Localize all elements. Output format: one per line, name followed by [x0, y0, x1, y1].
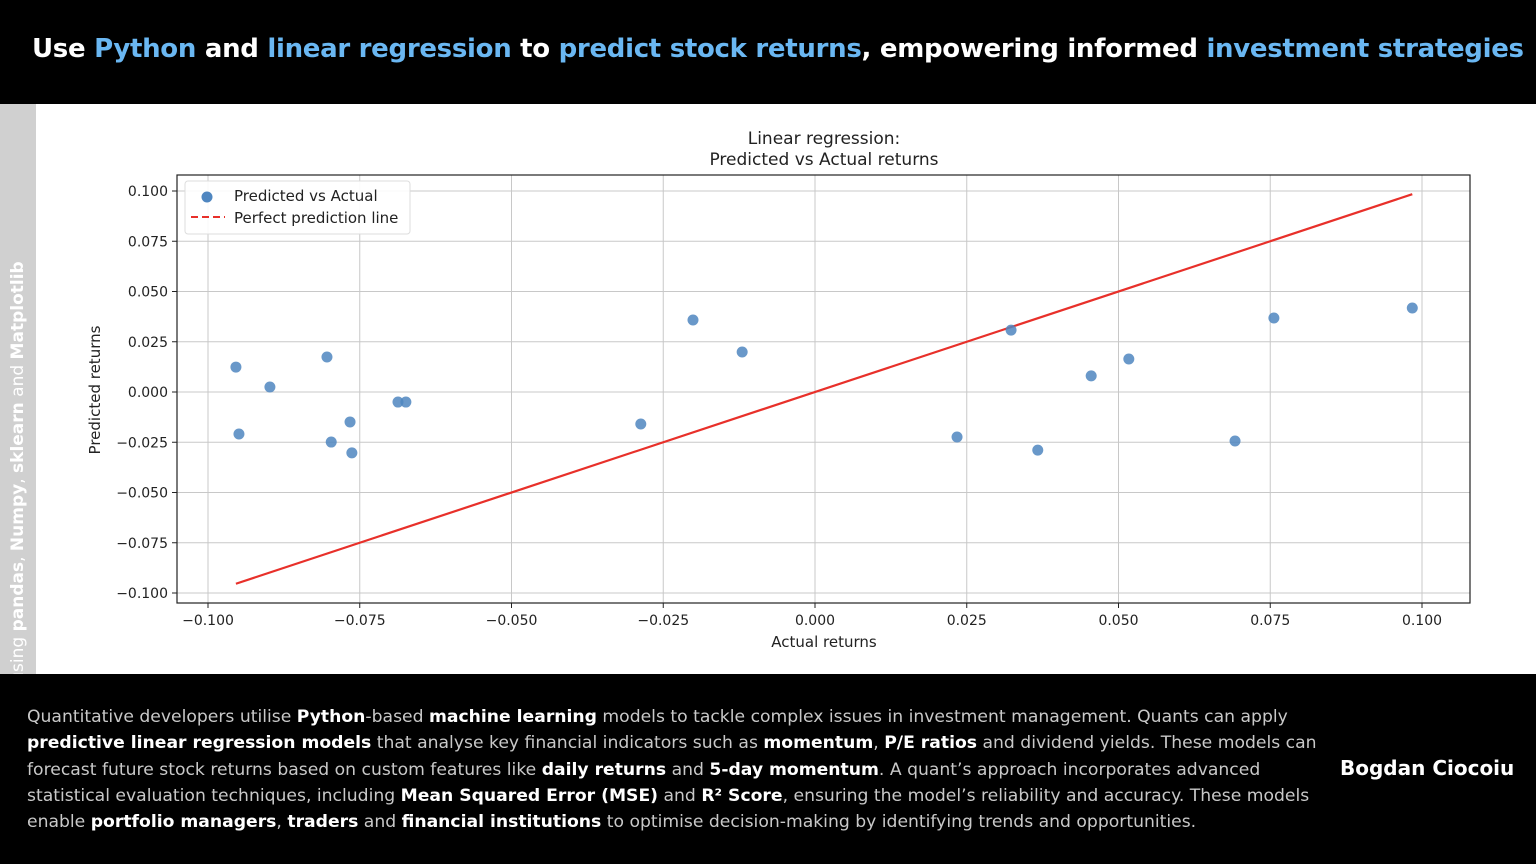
- data-point: [736, 346, 748, 358]
- data-point: [635, 418, 647, 430]
- data-point: [951, 431, 963, 443]
- footer-segment: to optimise decision-making by identifyi…: [601, 812, 1197, 833]
- footer-segment: . A quant’s approach incorporates advanc…: [27, 759, 1261, 806]
- footer-segment: and: [358, 812, 402, 833]
- header-segment: investment strategies: [1206, 34, 1524, 64]
- data-point: [325, 436, 337, 448]
- headline: Use Python and linear regression to pred…: [32, 34, 1524, 64]
- data-point: [687, 314, 699, 326]
- sidebar-segment: pandas: [8, 561, 28, 632]
- y-tick-label: 0.050: [128, 285, 168, 301]
- footer-segment: machine learning: [428, 707, 597, 727]
- sidebar-segment: Matplotlib: [8, 261, 28, 360]
- footer-segment: financial institutions: [401, 812, 602, 833]
- header-segment: , empowering informed: [861, 34, 1207, 64]
- x-axis-label: Actual returns: [771, 633, 877, 651]
- y-tick-label: 0.000: [128, 385, 168, 401]
- y-tick-label: −0.025: [116, 435, 168, 451]
- y-tick-label: 0.100: [128, 184, 168, 200]
- data-point: [1085, 370, 1097, 382]
- footer-bar: [0, 674, 1536, 864]
- description-paragraph: Quantitative developers utilise Python-b…: [27, 704, 1317, 835]
- sidebar-segment: ,: [8, 472, 28, 484]
- footer-segment: -based: [365, 707, 429, 727]
- y-tick-label: −0.100: [116, 586, 168, 602]
- footer-segment: ,: [276, 812, 288, 833]
- chart-title-line-2: Predicted vs Actual returns: [709, 150, 938, 170]
- header-segment: and: [196, 34, 268, 64]
- data-point: [1005, 324, 1017, 336]
- footer-segment: , ensuring the model’s reliability and a…: [27, 785, 1310, 833]
- y-tick-label: −0.050: [116, 486, 168, 502]
- x-tick-label: 0.025: [947, 613, 987, 629]
- data-point: [1123, 353, 1135, 365]
- data-point: [233, 428, 245, 440]
- footer-segment: and dividend yields. These models can fo…: [27, 733, 1317, 780]
- footer-segment: Python: [296, 707, 366, 727]
- sidebar-segment: ,: [8, 551, 28, 562]
- header-segment: to: [511, 34, 559, 64]
- author-name: Bogdan Ciocoiu: [1340, 756, 1515, 780]
- footer-segment: 5-day momentum: [709, 759, 879, 780]
- sidebar-strip: Built using pandas, Numpy, sklearn and M…: [0, 104, 36, 727]
- legend-marker-scatter: [201, 191, 213, 203]
- footer-segment: momentum: [763, 733, 874, 754]
- sidebar-segment: Numpy: [8, 483, 28, 552]
- scatter-chart: −0.100 −0.075 −0.050 −0.025 0.000 0.025 0.050 0…: [86, 129, 1471, 651]
- x-tick-label: 0.075: [1250, 613, 1290, 629]
- y-tick-label: 0.025: [128, 335, 168, 351]
- data-point: [346, 447, 358, 459]
- x-tick-label: −0.025: [637, 613, 689, 629]
- footer-segment: predictive linear regression models: [27, 733, 372, 754]
- footer-segment: and: [666, 759, 710, 780]
- x-tick-label: −0.050: [486, 613, 538, 629]
- x-tick-label: 0.100: [1402, 613, 1442, 629]
- x-tick-label: 0.000: [795, 613, 835, 629]
- y-axis-label: Predicted returns: [86, 325, 104, 454]
- y-tick-label: −0.075: [116, 536, 168, 552]
- chart-title-line-1: Linear regression:: [748, 129, 901, 149]
- data-point: [1268, 312, 1280, 324]
- footer-segment: models to tackle complex issues in inves…: [596, 707, 1288, 727]
- data-point: [264, 381, 276, 393]
- legend-box: [184, 180, 411, 235]
- data-point: [1406, 302, 1418, 314]
- x-tick-label: −0.100: [182, 613, 234, 629]
- data-point: [392, 396, 404, 408]
- data-point: [321, 351, 333, 363]
- footer-segment: R² Score: [701, 785, 783, 806]
- data-point: [1229, 435, 1241, 447]
- footer-segment: traders: [287, 812, 359, 833]
- y-tick-label: 0.075: [128, 234, 168, 250]
- header-segment: linear regression: [267, 34, 512, 64]
- axes-frame: [176, 174, 1471, 604]
- footer-segment: Quantitative developers utilise: [27, 707, 297, 727]
- legend-label: Predicted vs Actual: [234, 187, 378, 205]
- built-using-label: Built using pandas, Numpy, sklearn and M…: [8, 261, 28, 726]
- header-segment: Use: [32, 34, 95, 64]
- sidebar-segment: sklearn: [8, 402, 28, 473]
- data-point: [1032, 444, 1044, 456]
- data-point: [344, 416, 356, 428]
- header-segment: Python: [94, 34, 197, 64]
- legend-label: Perfect prediction line: [234, 209, 398, 227]
- footer-segment: and: [658, 785, 702, 806]
- header-segment: predict stock returns: [558, 34, 862, 64]
- footer-segment: ,: [873, 733, 885, 754]
- x-tick-label: −0.075: [334, 613, 386, 629]
- sidebar-segment: and: [8, 359, 28, 403]
- footer-segment: that analyse key financial indicators su…: [371, 733, 764, 754]
- x-tick-label: 0.050: [1098, 613, 1138, 629]
- footer-segment: daily returns: [541, 759, 667, 780]
- perfect-prediction-line: [235, 193, 1413, 585]
- footer-segment: portfolio managers: [90, 812, 277, 833]
- data-point: [400, 396, 412, 408]
- data-point: [230, 361, 242, 373]
- header-bar: Use Python and linear regression to pred…: [0, 0, 1536, 104]
- footer-segment: Mean Squared Error (MSE): [400, 785, 659, 806]
- footer-segment: P/E ratios: [884, 733, 978, 754]
